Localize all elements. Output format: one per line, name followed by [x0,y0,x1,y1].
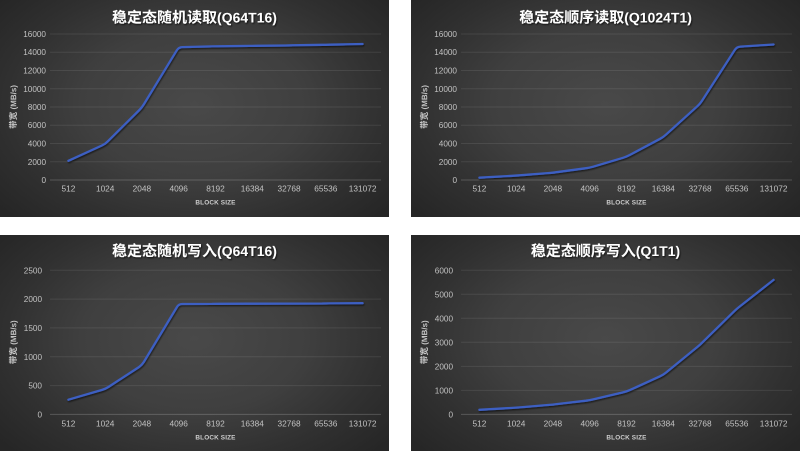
svg-text:4000: 4000 [435,314,454,323]
svg-text:1024: 1024 [507,419,526,429]
svg-text:4000: 4000 [439,140,458,149]
svg-text:2000: 2000 [439,158,458,167]
svg-text:4096: 4096 [580,419,599,429]
svg-text:4096: 4096 [580,184,599,194]
svg-text:3000: 3000 [435,338,454,347]
svg-text:131072: 131072 [349,184,377,194]
svg-text:4096: 4096 [169,419,188,429]
svg-text:1024: 1024 [96,419,115,429]
svg-text:0: 0 [37,410,42,419]
svg-text:32768: 32768 [278,419,301,429]
svg-text:8192: 8192 [206,184,225,194]
svg-text:14000: 14000 [23,48,46,57]
svg-text:65536: 65536 [314,419,337,429]
svg-text:BLOCK SIZE: BLOCK SIZE [195,435,236,442]
svg-text:16000: 16000 [434,30,457,39]
svg-text:1500: 1500 [24,324,43,333]
svg-text:131072: 131072 [760,184,788,194]
svg-text:14000: 14000 [434,48,457,57]
svg-text:16384: 16384 [652,184,675,194]
svg-text:0: 0 [452,176,457,185]
svg-text:16384: 16384 [652,419,675,429]
svg-text:10000: 10000 [434,85,457,94]
svg-text:500: 500 [28,382,42,391]
svg-text:2000: 2000 [28,158,47,167]
svg-text:12000: 12000 [434,67,457,76]
svg-text:16000: 16000 [23,30,46,39]
svg-text:131072: 131072 [349,419,377,429]
svg-text:2048: 2048 [133,419,152,429]
svg-text:4000: 4000 [28,140,47,149]
svg-text:2048: 2048 [544,184,563,194]
svg-text:10000: 10000 [23,85,46,94]
svg-text:8000: 8000 [439,103,458,112]
svg-text:2048: 2048 [544,419,563,429]
svg-text:2048: 2048 [133,184,152,194]
svg-text:512: 512 [61,184,75,194]
svg-text:32768: 32768 [278,184,301,194]
svg-text:16384: 16384 [241,184,264,194]
svg-text:BLOCK SIZE: BLOCK SIZE [606,200,647,207]
svg-text:0: 0 [448,410,453,419]
svg-text:2500: 2500 [24,266,43,275]
svg-text:8192: 8192 [617,419,636,429]
svg-text:65536: 65536 [314,184,337,194]
svg-text:32768: 32768 [689,184,712,194]
svg-text:16384: 16384 [241,419,264,429]
svg-text:131072: 131072 [760,419,788,429]
svg-text:1024: 1024 [96,184,115,194]
svg-text:2000: 2000 [24,295,43,304]
svg-text:6000: 6000 [28,121,47,130]
svg-text:512: 512 [61,419,75,429]
svg-text:4096: 4096 [169,184,188,194]
svg-text:2000: 2000 [435,362,454,371]
svg-text:1000: 1000 [435,386,454,395]
svg-text:6000: 6000 [439,121,458,130]
svg-text:0: 0 [41,176,46,185]
svg-text:32768: 32768 [689,419,712,429]
svg-text:BLOCK SIZE: BLOCK SIZE [195,200,236,207]
svg-text:8000: 8000 [28,103,47,112]
svg-text:8192: 8192 [206,419,225,429]
svg-text:512: 512 [472,184,486,194]
svg-text:512: 512 [472,419,486,429]
svg-text:6000: 6000 [435,266,454,275]
svg-text:5000: 5000 [435,290,454,299]
svg-text:1024: 1024 [507,184,526,194]
svg-text:65536: 65536 [725,184,748,194]
svg-text:1000: 1000 [24,353,43,362]
svg-text:8192: 8192 [617,184,636,194]
svg-text:65536: 65536 [725,419,748,429]
svg-text:BLOCK SIZE: BLOCK SIZE [606,435,647,442]
svg-text:12000: 12000 [23,67,46,76]
